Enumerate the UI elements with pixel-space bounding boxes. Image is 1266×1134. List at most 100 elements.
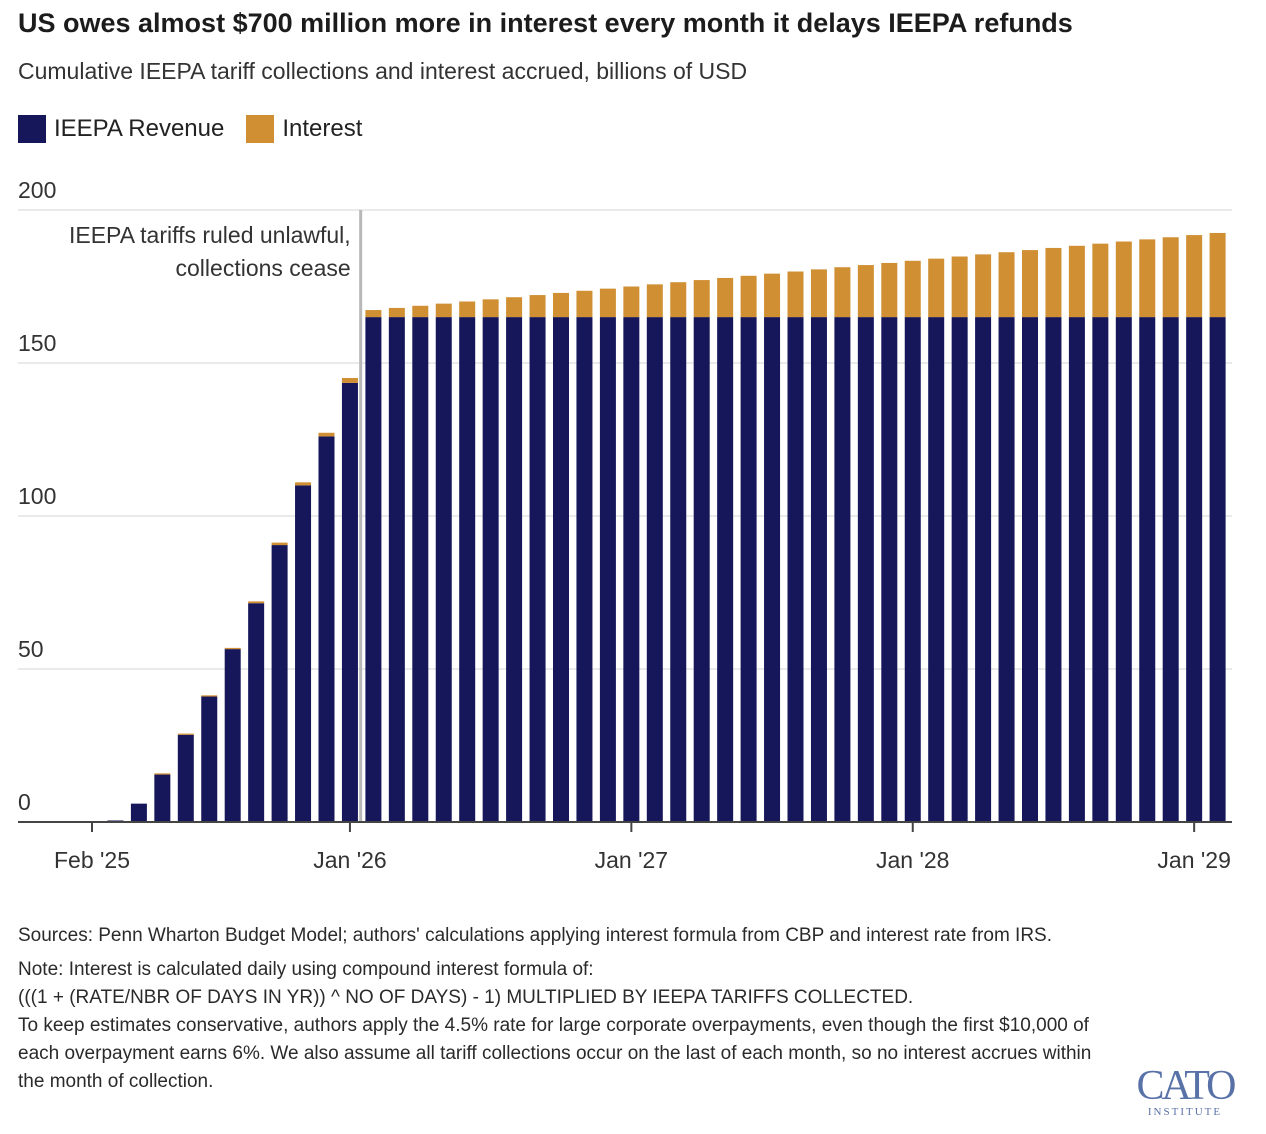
bar-interest	[506, 297, 523, 318]
bar-interest	[553, 292, 569, 318]
x-tick-label: Jan '27	[595, 847, 668, 873]
logo-subtext: INSTITUTE	[1147, 1106, 1223, 1118]
bar-revenue	[459, 317, 476, 822]
bar-interest	[928, 258, 945, 318]
bar-revenue	[341, 382, 358, 822]
bar-interest	[881, 262, 898, 318]
bar-interest	[764, 273, 781, 318]
bar-revenue	[670, 317, 687, 822]
bar-interest	[787, 271, 804, 318]
bar-interest	[365, 310, 382, 318]
bar-interest	[295, 482, 312, 486]
legend: IEEPA Revenue Interest	[18, 114, 384, 144]
bar-revenue	[646, 317, 663, 822]
bar-revenue	[271, 545, 288, 822]
bar-revenue	[1186, 317, 1203, 822]
bar-revenue	[388, 317, 405, 822]
bar-interest	[248, 601, 265, 604]
bar-interest	[1162, 237, 1179, 318]
legend-label-revenue: IEEPA Revenue	[54, 115, 225, 142]
bar-revenue	[248, 603, 265, 822]
bar-revenue	[1162, 317, 1179, 822]
logo-mark: CATO	[1136, 1063, 1237, 1109]
bar-revenue	[224, 649, 241, 822]
bar-revenue	[576, 317, 593, 822]
bar-interest	[1092, 243, 1109, 318]
bar-interest	[271, 542, 288, 546]
bar-interest	[904, 260, 921, 318]
bar-interest	[975, 254, 992, 318]
y-tick-label: 150	[18, 330, 56, 356]
bar-revenue	[435, 317, 452, 822]
note-line: To keep estimates conservative, authors …	[18, 1015, 1092, 1092]
legend-swatch-revenue	[18, 115, 46, 143]
bar-interest	[1045, 247, 1062, 318]
y-tick-label: 200	[18, 177, 56, 203]
bar-revenue	[834, 317, 851, 822]
bar-interest	[529, 295, 546, 318]
bar-revenue	[1022, 317, 1038, 822]
bar-revenue	[857, 317, 874, 822]
bar-revenue	[904, 317, 921, 822]
bar-interest	[810, 269, 827, 318]
y-tick-label: 50	[18, 636, 44, 662]
bar-revenue	[1092, 317, 1109, 822]
bar-revenue	[975, 317, 992, 822]
bar-interest	[412, 305, 429, 318]
x-tick-label: Feb '25	[54, 847, 130, 873]
x-tick-label: Jan '26	[313, 847, 386, 873]
bar-revenue	[318, 436, 335, 822]
bar-revenue	[1209, 317, 1226, 822]
bar-interest	[951, 256, 968, 318]
bar-revenue	[764, 317, 781, 822]
bar-interest	[998, 252, 1015, 318]
x-tick-label: Jan '28	[876, 847, 949, 873]
bar-revenue	[787, 317, 804, 822]
chart-title: US owes almost $700 million more in inte…	[18, 8, 1073, 38]
bar-interest	[693, 280, 710, 318]
bar-interest	[717, 277, 734, 318]
y-tick-label: 0	[18, 789, 31, 815]
bar-revenue	[365, 317, 382, 822]
bar-interest	[177, 733, 194, 735]
bar-interest	[459, 301, 476, 318]
bar-revenue	[295, 485, 312, 822]
bar-revenue	[1115, 317, 1132, 822]
bar-revenue	[412, 317, 429, 822]
sources-text: Sources: Penn Wharton Budget Model; auth…	[18, 925, 1053, 946]
bar-interest	[623, 286, 640, 318]
bar-interest	[1115, 241, 1132, 318]
bar-interest	[435, 303, 452, 318]
bar-revenue	[1045, 317, 1062, 822]
bar-revenue	[177, 734, 194, 822]
x-tick-label: Jan '29	[1157, 847, 1230, 873]
bar-revenue	[810, 317, 827, 822]
note-line: Note: Interest is calculated daily using…	[18, 959, 594, 980]
bar-revenue	[881, 317, 898, 822]
bar-interest	[201, 695, 218, 697]
bar-interest	[857, 265, 874, 318]
bar-interest	[646, 284, 663, 318]
bar-interest	[740, 275, 757, 318]
bar-interest	[834, 267, 851, 318]
bar-revenue	[506, 317, 523, 822]
annotation-text: IEEPA tariffs ruled unlawful,	[69, 222, 351, 248]
bar-revenue	[154, 774, 171, 822]
bar-revenue	[717, 317, 734, 822]
legend-item-revenue: IEEPA Revenue	[18, 115, 224, 143]
bar-revenue	[529, 317, 546, 822]
bar-interest	[318, 432, 335, 437]
bar-interest	[154, 773, 171, 775]
bar-revenue	[599, 317, 616, 822]
bar-revenue	[951, 317, 968, 822]
bar-revenue	[130, 803, 147, 822]
bar-interest	[576, 290, 593, 318]
bar-revenue	[1139, 317, 1156, 822]
bar-interest	[599, 288, 616, 318]
bar-revenue	[693, 317, 710, 822]
legend-label-interest: Interest	[282, 115, 363, 142]
bar-interest	[1068, 245, 1085, 318]
bar-interest	[1209, 232, 1226, 318]
bar-revenue	[928, 317, 945, 822]
legend-swatch-interest	[246, 115, 275, 143]
